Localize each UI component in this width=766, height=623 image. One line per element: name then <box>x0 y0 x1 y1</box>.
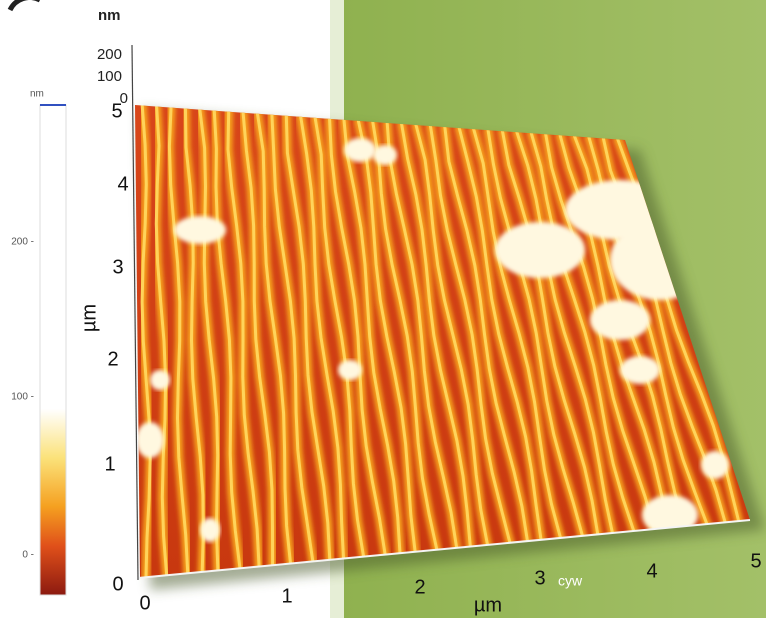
colorbar-unit: nm <box>30 89 44 100</box>
x-tick-label: 5 <box>750 550 761 572</box>
surface-feature <box>174 216 226 244</box>
watermark: cyw <box>558 573 583 589</box>
y-tick-label: 4 <box>117 173 128 195</box>
surface-feature <box>338 360 362 380</box>
surface-feature <box>344 138 376 162</box>
y-tick-label: 0 <box>112 573 123 595</box>
x-tick-label: 3 <box>534 567 545 589</box>
x-tick-label: 2 <box>414 576 425 598</box>
x-axis-label: µm <box>474 594 502 616</box>
y-tick-label: 1 <box>104 453 115 475</box>
colorbar-tick: 100 - <box>11 392 34 403</box>
figure: nm 200 - 100 - 0 - nm 200 100 0 µm 0 1 2… <box>0 0 766 618</box>
y-tick-label: 2 <box>107 348 118 370</box>
colorbar <box>40 105 66 595</box>
y-tick-label: 3 <box>112 256 123 278</box>
x-tick-label: 1 <box>281 585 292 607</box>
surface-feature <box>200 518 220 542</box>
surface-feature <box>150 370 170 390</box>
x-tick-label: 4 <box>646 560 657 582</box>
colorbar-tick: 200 - <box>11 237 34 248</box>
surface-feature <box>701 451 729 479</box>
z-tick-label: 100 <box>97 68 122 85</box>
surface-feature <box>590 300 650 340</box>
surface-feature <box>620 356 660 384</box>
surface-feature <box>373 145 397 165</box>
colorbar-tick: 0 - <box>22 550 34 561</box>
y-axis-label: µm <box>78 304 100 332</box>
z-tick-label: 200 <box>97 46 122 63</box>
surface-feature <box>136 422 164 458</box>
y-tick-label: 5 <box>111 100 122 122</box>
x-tick-label: 0 <box>139 592 150 614</box>
z-axis-unit: nm <box>98 7 121 24</box>
surface-feature <box>495 222 585 278</box>
